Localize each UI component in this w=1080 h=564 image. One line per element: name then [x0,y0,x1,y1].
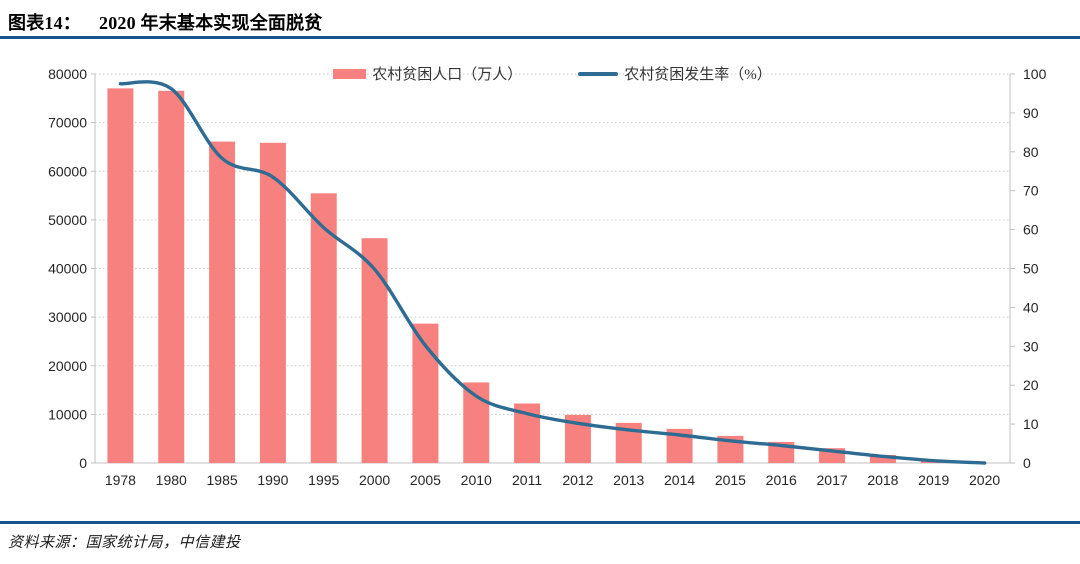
x-tick-label: 2019 [918,472,949,488]
right-tick-label: 60 [1023,222,1039,238]
x-tick-label: 1985 [207,472,238,488]
bar [310,193,337,463]
figure-label: 图表14： [8,13,81,33]
x-tick-label: 2012 [562,472,593,488]
x-tick-label: 2000 [359,472,390,488]
source-note: 资料来源：国家统计局，中信建投 [8,535,241,551]
x-tick-label: 2017 [817,472,848,488]
x-tick-label: 2018 [867,472,898,488]
x-tick-label: 2016 [766,472,797,488]
right-tick-label: 10 [1023,416,1039,432]
bar [209,141,236,463]
left-tick-label: 60000 [48,163,87,179]
x-tick-label: 1995 [308,472,339,488]
right-tick-label: 80 [1023,144,1039,160]
left-tick-label: 10000 [48,406,87,422]
x-tick-label: 2020 [969,472,1000,488]
left-tick-label: 70000 [48,115,87,131]
left-tick-label: 20000 [48,358,87,374]
right-tick-label: 90 [1023,105,1039,121]
x-tick-label: 2011 [512,472,542,488]
x-tick-label: 2005 [410,472,441,488]
trend-line [118,80,987,465]
x-tick-label: 1978 [105,472,136,488]
right-tick-label: 50 [1023,261,1039,277]
x-tick-label: 1990 [257,472,288,488]
x-tick-label: 2014 [664,472,695,488]
figure-header: 图表14： 2020 年末基本实现全面脱贫 [8,9,1072,35]
x-tick-label: 2013 [613,472,644,488]
x-tick-label: 2015 [715,472,746,488]
bar [107,88,134,463]
right-tick-label: 70 [1023,183,1039,199]
left-tick-label: 50000 [48,212,87,228]
bar [869,454,896,463]
bar [259,142,286,463]
right-tick-label: 40 [1023,299,1039,315]
right-tick-label: 20 [1023,377,1039,393]
x-tick-label: 1980 [156,472,187,488]
figure-title: 2020 年末基本实现全面脱贫 [99,13,323,33]
right-tick-label: 100 [1023,66,1047,82]
footer-divider-rule [0,521,1080,524]
chart-canvas: 0100002000030000400005000060000700008000… [48,66,1047,488]
left-tick-label: 80000 [48,66,87,82]
left-tick-label: 30000 [48,309,87,325]
left-tick-label: 0 [79,455,87,471]
bar [158,90,185,464]
title-divider-rule [0,36,1080,39]
right-tick-label: 30 [1023,338,1039,354]
left-tick-label: 40000 [48,261,87,277]
right-tick-label: 0 [1023,455,1031,471]
bar [361,238,388,463]
x-tick-label: 2010 [461,472,492,488]
